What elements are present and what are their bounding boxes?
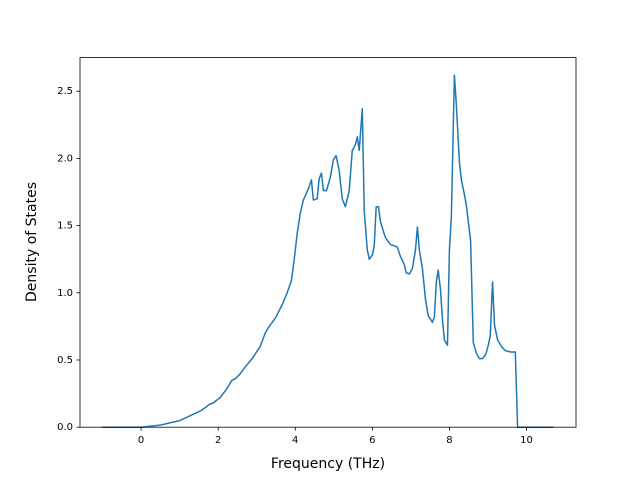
x-tick-label: 8: [446, 435, 452, 446]
plot-frame: [79, 57, 577, 428]
x-tick-label: 10: [520, 435, 533, 446]
y-axis-label: Density of States: [24, 182, 40, 302]
y-tick-label: 2.5: [57, 86, 73, 97]
y-tick-label: 2.0: [57, 153, 73, 164]
y-tick-label: 1.5: [57, 221, 73, 232]
y-tick-label: 0.0: [57, 422, 73, 433]
data-line: [102, 74, 554, 428]
x-tick-label: 0: [138, 435, 144, 446]
x-tick-label: 6: [369, 435, 375, 446]
y-tick-label: 0.5: [57, 355, 73, 366]
x-axis-label: Frequency (THz): [271, 456, 385, 472]
y-tick-label: 1.0: [57, 288, 73, 299]
x-tick-label: 4: [292, 435, 298, 446]
x-tick-label: 2: [215, 435, 221, 446]
